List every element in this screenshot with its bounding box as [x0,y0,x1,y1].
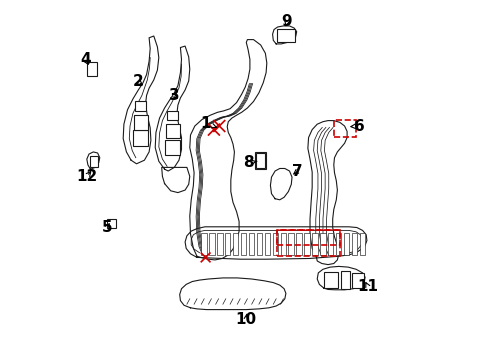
Bar [133,130,148,146]
Bar [311,233,317,255]
Bar [107,219,116,228]
Bar [320,233,325,255]
Bar [164,140,179,155]
Bar [288,233,293,255]
Text: 8: 8 [243,155,256,170]
Bar [166,124,179,138]
Text: 7: 7 [292,163,303,179]
Bar [248,233,254,255]
Text: 4: 4 [80,52,90,67]
Text: 9: 9 [281,14,292,29]
Bar [272,233,277,255]
Bar [134,115,147,130]
Bar [359,233,365,255]
Polygon shape [155,46,189,171]
Bar [340,271,349,289]
Bar [167,111,178,120]
Bar [256,233,262,255]
Text: 10: 10 [235,312,256,327]
Bar [276,29,294,42]
Polygon shape [123,36,159,164]
Bar [224,233,230,255]
Bar [256,153,265,168]
Polygon shape [270,168,291,200]
Bar [87,62,97,76]
Text: 12: 12 [76,169,97,184]
Bar [352,273,363,288]
Bar [209,233,214,255]
Polygon shape [87,152,100,169]
Bar [276,230,339,256]
Bar [135,101,145,111]
Polygon shape [185,227,366,259]
Bar [351,233,356,255]
Bar [217,233,222,255]
Bar [304,233,309,255]
Polygon shape [189,40,266,260]
Polygon shape [272,26,296,44]
Bar [323,272,337,288]
Text: 5: 5 [102,220,112,235]
Bar [264,233,269,255]
Text: 1: 1 [200,116,216,131]
Bar [343,233,348,255]
Bar [255,152,265,169]
Bar [280,233,285,255]
Polygon shape [307,121,346,265]
Polygon shape [317,266,365,290]
Bar [232,233,238,255]
Bar [335,233,341,255]
Text: 6: 6 [350,118,365,134]
Text: 2: 2 [133,74,143,89]
Bar [201,233,206,255]
Bar [89,156,98,167]
Bar [296,233,301,255]
Bar [241,233,246,255]
Bar [276,230,339,245]
Bar [334,120,355,137]
Text: 3: 3 [169,88,179,103]
Polygon shape [162,167,189,193]
Text: 11: 11 [356,279,377,294]
Bar [327,233,333,255]
Polygon shape [179,278,285,310]
